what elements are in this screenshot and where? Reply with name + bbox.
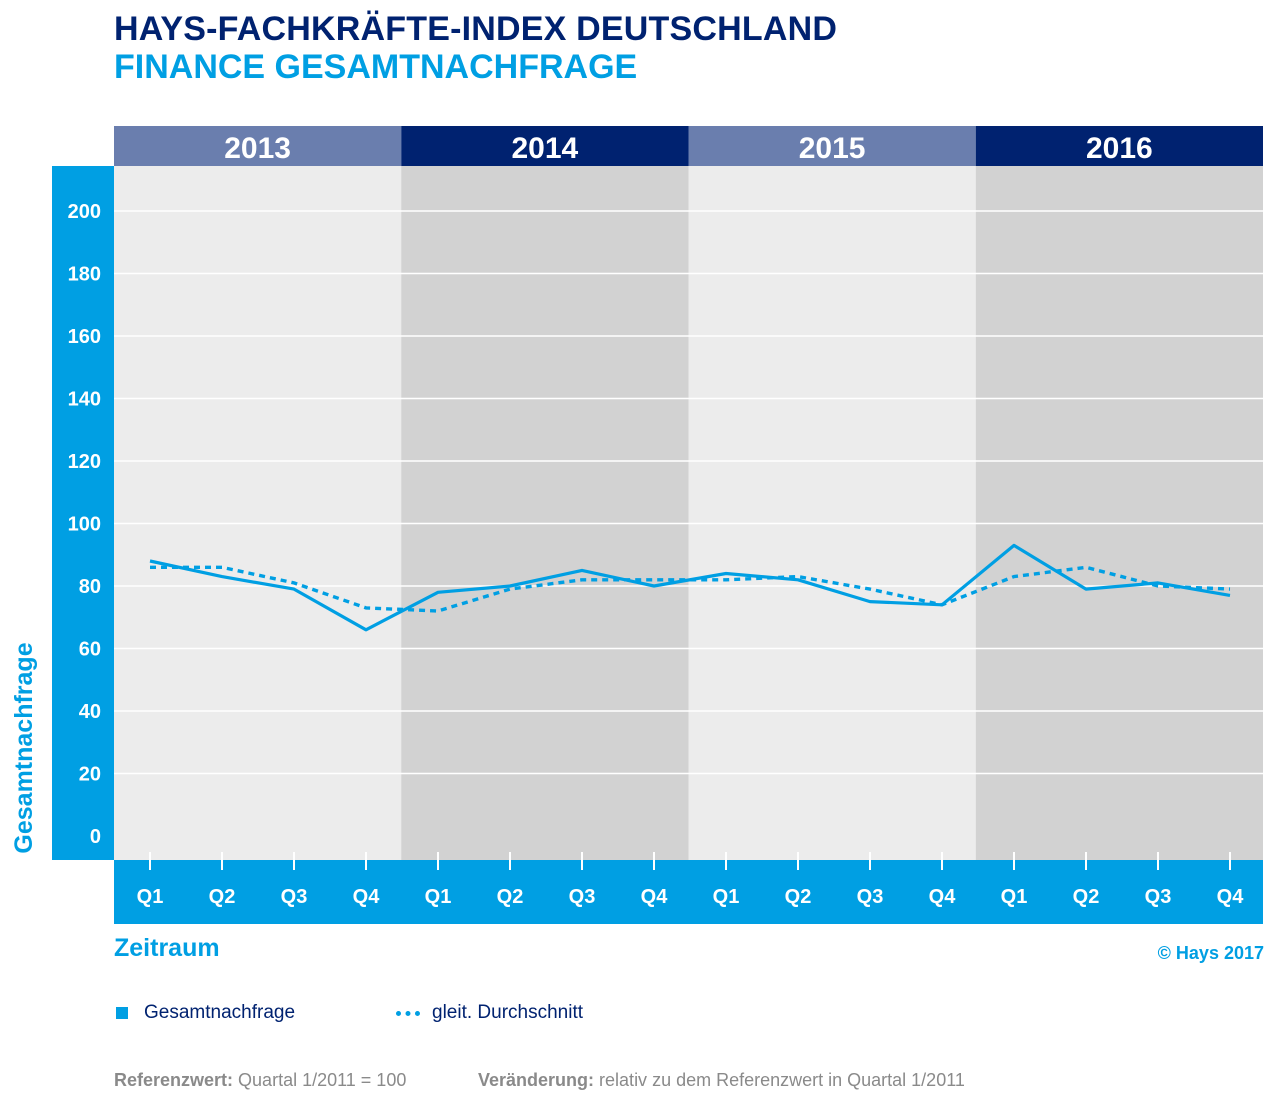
- x-tick-label: Q1: [425, 886, 452, 908]
- year-band: [975, 166, 1263, 860]
- x-tick-label: Q4: [641, 886, 669, 908]
- series-line-gesamtnachfrage: [149, 543, 1231, 632]
- x-tick-label: Q4: [1217, 886, 1245, 908]
- x-tick-label: Q3: [569, 886, 596, 908]
- x-tick-label: Q2: [785, 886, 812, 908]
- y-tick-label: 20: [79, 764, 101, 786]
- y-tick-label: 160: [68, 326, 101, 348]
- legend-solid-swatch-icon: [116, 1007, 128, 1019]
- year-label: 2013: [224, 132, 291, 165]
- y-tick-label: 140: [68, 389, 101, 411]
- year-band: [114, 166, 402, 860]
- footnote-value: relativ zu dem Referenzwert in Quartal 1…: [599, 1070, 965, 1090]
- footnote-value: Quartal 1/2011 = 100: [238, 1070, 407, 1090]
- x-tick-label: Q3: [281, 886, 308, 908]
- x-tick-label: Q1: [137, 886, 164, 908]
- legend-label: gleit. Durchschnitt: [432, 1002, 584, 1023]
- footnote-label: Veränderung:: [478, 1070, 595, 1090]
- x-axis-label: Zeitraum: [114, 934, 220, 962]
- year-label: 2015: [799, 132, 866, 165]
- footnote-veraenderung: Veränderung: relativ zu dem Referenzwert…: [478, 1070, 965, 1091]
- x-tick-label: Q2: [497, 886, 524, 908]
- x-tick-label: Q1: [1001, 886, 1028, 908]
- x-tick-label: Q3: [857, 886, 884, 908]
- y-axis-bar: [52, 166, 114, 860]
- y-tick-label: 100: [68, 514, 101, 536]
- year-band: [401, 166, 689, 860]
- y-tick-label: 60: [79, 639, 101, 661]
- y-tick-label: 80: [79, 576, 101, 598]
- y-tick-label: 180: [68, 264, 101, 286]
- year-header: [975, 126, 1263, 166]
- x-tick-label: Q3: [1145, 886, 1172, 908]
- series-line-gleit-durchschnitt: [150, 565, 1231, 613]
- y-axis-label: Gesamtnachfrage: [10, 642, 38, 853]
- year-label: 2014: [512, 132, 579, 165]
- x-tick-label: Q4: [353, 886, 381, 908]
- legend-item-gesamtnachfrage: Gesamtnachfrage: [116, 1002, 295, 1024]
- x-tick-label: Q2: [1073, 886, 1100, 908]
- y-tick-label: 200: [68, 201, 101, 223]
- x-axis-bar: [114, 860, 1263, 924]
- y-tick-label: 120: [68, 451, 101, 473]
- year-header: [114, 126, 402, 166]
- x-tick-label: Q2: [209, 886, 236, 908]
- footnote-label: Referenzwert:: [114, 1070, 234, 1090]
- year-header: [401, 126, 689, 166]
- y-tick-label: 40: [79, 701, 101, 723]
- legend-dotted-swatch-icon: [396, 1010, 420, 1016]
- copyright: © Hays 2017: [1157, 943, 1264, 963]
- chart-subtitle: FINANCE GESAMTNACHFRAGE: [114, 48, 638, 86]
- line-chart: 2013 2014 2015 2016 0 20 40 60 80 100 120 140 160 18…: [10, 126, 1263, 924]
- x-tick-label: Q1: [713, 886, 740, 908]
- year-header: [688, 126, 976, 166]
- x-tick-label: Q4: [929, 886, 957, 908]
- footnote-referenzwert: Referenzwert: Quartal 1/2011 = 100: [114, 1070, 406, 1091]
- legend-item-gleit-durchschnitt: gleit. Durchschnitt: [396, 1002, 583, 1024]
- year-band: [688, 166, 976, 860]
- legend-label: Gesamtnachfrage: [144, 1002, 296, 1023]
- year-label: 2016: [1086, 132, 1153, 165]
- chart-title: HAYS-FACHKRÄFTE-INDEX DEUTSCHLAND: [114, 10, 838, 48]
- y-tick-label: 0: [90, 826, 101, 848]
